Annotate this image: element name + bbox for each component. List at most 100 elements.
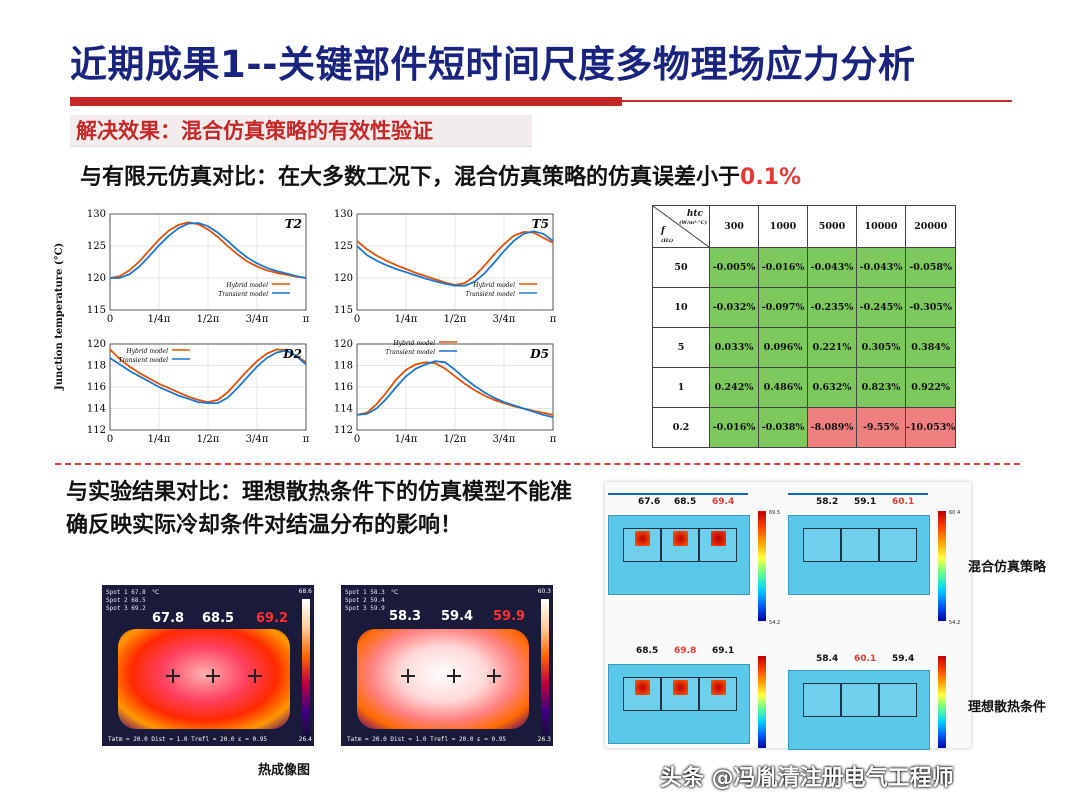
sim-label-ideal: 理想散热条件: [968, 700, 1047, 715]
chart-y-tick-label: 112: [334, 425, 353, 436]
thermal-spot-1-value: 58.3: [389, 609, 422, 624]
sim-colorbar-ticks: 60.4: [949, 509, 960, 517]
table-cell: -0.043%: [856, 247, 906, 288]
chart-legend-label: Hybrid model: [392, 340, 435, 347]
chart-x-tick-label: π: [550, 314, 557, 325]
chart-series-line: [109, 221, 307, 279]
chart-plot-frame: [109, 343, 307, 431]
sim-min: 54.2: [949, 620, 961, 626]
thermal-spot-2-value: 59.4: [441, 609, 474, 624]
crosshair-icon: [248, 669, 262, 683]
chart-y-tick-label: 116: [87, 382, 106, 393]
title-underline-bar: [70, 97, 622, 106]
table-cell: -0.043%: [807, 247, 857, 288]
f-unit: (Hz): [661, 238, 674, 244]
chart-t2: 115 120 125 130 0 1/4π 1/2π 3/4π π T2 Hybrid model…: [78, 208, 318, 326]
thermal-spot-info: Spot 1 67.8 Spot 2 68.5 Spot 3 69.2: [106, 589, 146, 613]
table-cell: -0.245%: [856, 287, 906, 328]
sim-colorbar: [938, 656, 946, 748]
sim-module: [661, 677, 699, 711]
thermal-spot-3-value: 59.9: [493, 609, 526, 624]
table-corner-cell: htc (W/m²·°C) f (Hz): [652, 205, 710, 248]
sim-module: [803, 683, 841, 717]
htc-unit: (W/m²·°C): [679, 220, 707, 226]
sim-value: 59.1: [854, 497, 877, 507]
thermal-spot-info: Spot 1 58.3 Spot 2 59.4 Spot 3 59.9: [345, 589, 385, 613]
spot-info-line: Spot 2 59.4: [345, 597, 385, 604]
chart-x-tick-label: π: [550, 434, 557, 445]
sim-module: [879, 528, 917, 562]
table-cell: 0.096%: [758, 327, 808, 368]
sim-module: [699, 677, 737, 711]
thermal-scale-min: 26.4: [298, 736, 312, 743]
chart-x-tick-label: 3/4π: [246, 314, 269, 325]
sim-value: 69.8: [674, 646, 697, 656]
chart-x-tick-label: π: [303, 314, 310, 325]
chart-x-tick-label: 0: [354, 314, 360, 325]
sim-max: 60.4: [949, 510, 961, 516]
chart-series-line: [356, 230, 554, 287]
chart-y-tick-label: 120: [334, 339, 353, 350]
thermal-spot-1-value: 67.8: [152, 611, 185, 626]
thermal-hotspot-region: [357, 629, 529, 729]
chart-legend-label: Transient model: [118, 357, 168, 364]
chart-x-tick-label: 1/2π: [197, 434, 220, 445]
chart-plot-frame: [109, 213, 307, 311]
chart-plot-frame: [356, 213, 554, 311]
chart-t5: 115 120 125 130 0 1/4π 1/2π 3/4π π T5 Hybrid model…: [325, 208, 565, 326]
chart-x-tick-label: 1/4π: [148, 314, 171, 325]
chart-x-tick-label: 3/4π: [493, 314, 516, 325]
sim-value: 60.1: [892, 497, 915, 507]
chart-y-tick-label: 130: [334, 209, 353, 220]
thermal-spot-2-value: 68.5: [202, 611, 235, 626]
table-cell: -0.032%: [709, 287, 759, 328]
chart-panel-label: T5: [532, 217, 549, 231]
table-row-header: 10: [652, 287, 710, 328]
table-cell: 0.384%: [904, 327, 957, 368]
table-cell: -0.305%: [904, 287, 957, 328]
chart-series-line: [110, 222, 307, 279]
table-cell: -0.016%: [709, 407, 759, 448]
sim-value: 69.4: [712, 497, 735, 507]
chart-panel-label: D5: [529, 347, 549, 361]
table-cell: 0.033%: [709, 327, 759, 368]
sim-panel-ideal-2: 58.4 60.1 59.4: [788, 630, 968, 750]
sim-hotspot: [673, 680, 688, 695]
spot-info-line: Spot 1 58.3: [345, 589, 385, 596]
table-cell: -0.097%: [758, 287, 808, 328]
sim-colorbar-ticks: 69.5: [769, 509, 780, 517]
table-cell: -0.005%: [709, 247, 759, 288]
chart-d5: 112 114 116 118 120 0 1/4π 1/2π 3/4π π D5 Hybrid mo…: [325, 338, 565, 446]
chart-y-tick-label: 115: [87, 305, 106, 316]
sim-module: [661, 528, 699, 562]
sim-value: 59.4: [892, 654, 915, 664]
table-row: 5 0.033% 0.096% 0.221% 0.305% 0.384%: [652, 327, 957, 368]
thermal-hotspot-region: [118, 629, 290, 729]
table-cell: -0.235%: [807, 287, 857, 328]
spot-info-line: Spot 3 69.2: [106, 605, 146, 612]
table-cell: 0.922%: [904, 367, 957, 408]
chart-y-tick-label: 120: [87, 273, 106, 284]
table-cell: 0.486%: [758, 367, 808, 408]
chart-plot-frame: [356, 343, 554, 431]
table-col-header: 20000: [904, 205, 957, 248]
sim-colorbar: [758, 511, 766, 621]
htc-label: htc: [686, 209, 703, 219]
chart-x-tick-label: 1/4π: [148, 434, 171, 445]
chart-y-axis-label: Junction temperature (°C): [54, 242, 65, 390]
thermal-caption: 热成像图: [258, 763, 311, 778]
chart-legend-label: Hybrid model: [225, 282, 268, 289]
table-cell: 0.305%: [856, 327, 906, 368]
subheading-text: 解决效果：混合仿真策略的有效性验证: [76, 119, 433, 143]
chart-legend-label: Transient model: [385, 349, 435, 356]
chart-y-tick-label: 116: [334, 382, 353, 393]
title-underline-line: [622, 100, 1012, 102]
sim-board: [608, 664, 750, 744]
chart-d2: 112 114 116 118 120 0 1/4π 1/2π 3/4π π D2 Hybrid mo…: [78, 338, 318, 446]
sim-module: [623, 677, 661, 711]
chart-x-tick-label: 1/2π: [444, 314, 467, 325]
chart-legend-label: Hybrid model: [472, 282, 515, 289]
table-row: 1 0.242% 0.486% 0.632% 0.823% 0.922%: [652, 367, 957, 408]
sim-module: [879, 683, 917, 717]
table-row-header: 50: [652, 247, 710, 288]
